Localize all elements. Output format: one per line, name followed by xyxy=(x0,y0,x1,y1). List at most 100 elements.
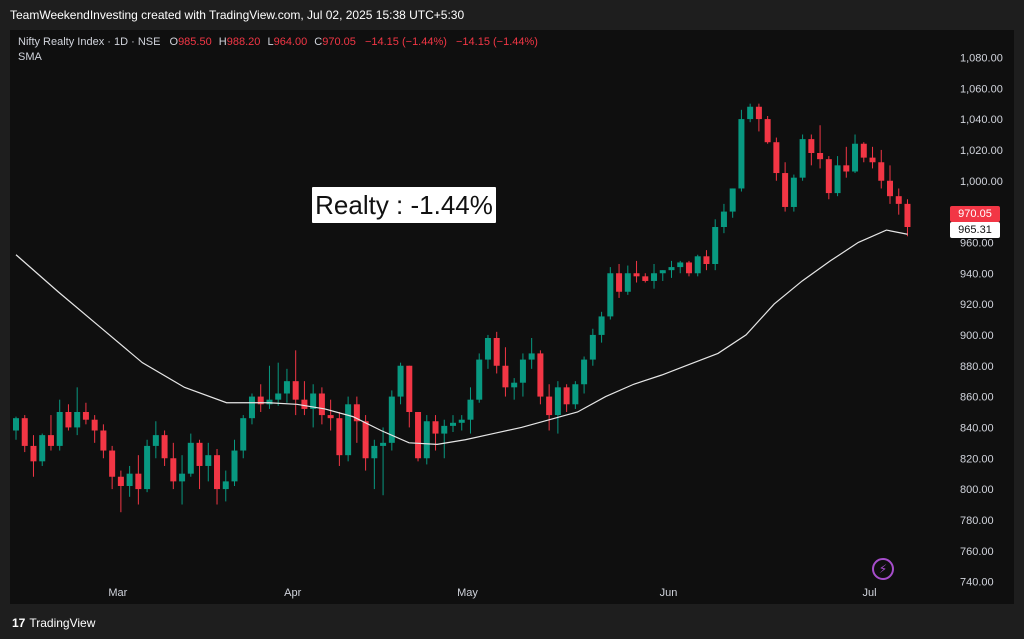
candle-up xyxy=(275,393,282,400)
candle-down xyxy=(493,338,500,366)
candle-down xyxy=(616,273,623,292)
x-tick-label: May xyxy=(457,587,478,599)
legend-change: −14.15 (−1.44%) xyxy=(364,36,447,48)
candle-down xyxy=(353,404,360,422)
candle-up xyxy=(126,473,133,486)
candle-up xyxy=(441,425,448,434)
candle-down xyxy=(161,435,168,459)
chart-area[interactable]: 740.00 760.00 780.00 800.00 820.00 840.00 860.… xyxy=(10,30,1014,604)
candle-up xyxy=(144,445,151,490)
y-tick-label: 880.00 xyxy=(960,361,994,373)
candle-up xyxy=(476,359,483,400)
candle-up xyxy=(231,450,238,482)
y-tick-label: 800.00 xyxy=(960,484,994,496)
candle-down xyxy=(895,196,902,204)
candle-up xyxy=(283,381,290,394)
legend-indicator-sma: SMA xyxy=(18,51,42,63)
y-tick-label: 920.00 xyxy=(960,299,994,311)
y-tick-label: 860.00 xyxy=(960,392,994,404)
x-tick-label: Mar xyxy=(108,587,127,599)
candle-up xyxy=(388,396,395,443)
y-tick-label: 960.00 xyxy=(960,237,994,249)
candle-up xyxy=(607,273,614,317)
candle-down xyxy=(109,450,116,477)
candle-up xyxy=(668,267,675,271)
candle-up xyxy=(554,387,561,416)
y-tick-label: 940.00 xyxy=(960,268,994,280)
legend-low-label: L xyxy=(267,36,274,48)
candle-up xyxy=(13,418,19,431)
candle-down xyxy=(432,421,439,434)
last-price-tag: 970.05 xyxy=(950,206,1000,222)
candle-up xyxy=(205,455,212,466)
candle-down xyxy=(537,353,544,397)
candle-up xyxy=(624,273,631,292)
candle-up xyxy=(738,119,745,189)
y-tick-label: 760.00 xyxy=(960,546,994,558)
candle-down xyxy=(47,435,54,446)
candle-up xyxy=(380,442,387,446)
candle-up xyxy=(450,422,456,426)
candle-up xyxy=(677,262,684,268)
y-tick-label: 740.00 xyxy=(960,577,994,589)
candle-up xyxy=(266,399,273,405)
candle-up xyxy=(152,435,159,446)
candle-up xyxy=(528,353,535,360)
candle-up xyxy=(581,359,588,385)
candle-down xyxy=(764,119,771,143)
candle-up xyxy=(729,188,736,212)
candle-down xyxy=(817,153,824,160)
candle-down xyxy=(808,139,815,153)
candle-down xyxy=(100,430,107,451)
x-tick-label: Apr xyxy=(284,587,301,599)
y-tick-label: 820.00 xyxy=(960,453,994,465)
tradingview-mark-icon: 17 xyxy=(12,616,26,630)
candle-down xyxy=(21,418,28,446)
annotation-label: Realty : -1.44% xyxy=(312,187,496,223)
candle-up xyxy=(187,442,194,474)
candle-up xyxy=(397,365,404,397)
candle-down xyxy=(782,173,789,207)
candle-down xyxy=(362,421,369,459)
candle-down xyxy=(878,162,885,181)
candle-up xyxy=(694,256,701,274)
legend-high-value: 988.20 xyxy=(226,36,261,48)
candle-up xyxy=(39,435,46,462)
sma-price-tag: 965.31 xyxy=(950,222,1000,238)
candle-down xyxy=(82,412,89,420)
candle-down xyxy=(257,396,264,405)
candle-up xyxy=(589,334,596,360)
candle-down xyxy=(117,476,124,486)
candle-up xyxy=(458,419,465,423)
candle-up xyxy=(222,481,229,490)
candle-down xyxy=(546,396,553,416)
y-tick-label: 1,040.00 xyxy=(960,114,1003,126)
tradingview-logo[interactable]: 17 TradingView xyxy=(12,616,95,630)
y-tick-label: 780.00 xyxy=(960,515,994,527)
legend-high-label: H xyxy=(218,36,227,48)
candle-up xyxy=(519,359,526,383)
candle-up xyxy=(56,412,63,446)
candle-up xyxy=(74,412,81,428)
candle-down xyxy=(135,473,142,490)
candle-down xyxy=(843,165,850,172)
legend-close-value: 970.05 xyxy=(322,36,356,48)
candle-down xyxy=(825,159,832,194)
candle-up xyxy=(511,382,518,388)
candle-down xyxy=(642,276,649,281)
candlestick-chart[interactable]: 740.00 760.00 780.00 800.00 820.00 840.00 860.… xyxy=(10,30,1014,604)
candle-up xyxy=(310,393,317,409)
candle-up xyxy=(248,396,255,419)
candle-down xyxy=(415,412,422,459)
candle-down xyxy=(336,418,343,456)
lightning-icon[interactable]: ⚡ xyxy=(872,558,894,580)
candle-up xyxy=(834,165,841,194)
legend-close-label: C xyxy=(314,36,323,48)
candle-up xyxy=(720,211,727,227)
candle-up xyxy=(747,106,754,120)
candle-down xyxy=(292,381,299,400)
legend-open-label: O xyxy=(169,36,179,48)
candle-down xyxy=(703,256,710,264)
candle-down xyxy=(633,273,640,277)
candle-down xyxy=(301,399,308,409)
